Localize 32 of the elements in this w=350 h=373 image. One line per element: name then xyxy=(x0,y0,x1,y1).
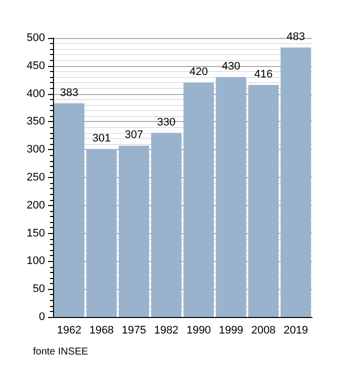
y-tick-label: 350 xyxy=(26,116,45,128)
y-tick-label: 500 xyxy=(26,32,45,44)
x-tick-label: 2008 xyxy=(251,324,276,336)
y-tick-label: 150 xyxy=(26,227,45,240)
bar xyxy=(280,47,312,317)
data-label: 330 xyxy=(157,116,176,128)
bar xyxy=(151,132,182,317)
x-tick-label: 1975 xyxy=(122,324,146,336)
bar xyxy=(183,82,214,317)
data-label: 416 xyxy=(254,68,273,80)
x-tick-label: 1990 xyxy=(186,324,211,336)
y-tick-label: 300 xyxy=(26,144,45,156)
y-tick-label: 400 xyxy=(26,88,45,100)
x-tick-label: 1962 xyxy=(56,324,82,336)
y-tick-label: 250 xyxy=(26,172,45,184)
x-tick-label: 1999 xyxy=(218,324,244,336)
x-tick-label: 1968 xyxy=(89,324,114,336)
data-label: 307 xyxy=(124,129,144,142)
y-tick-label: 0 xyxy=(38,311,45,323)
x-tick-label: 2019 xyxy=(284,324,308,336)
data-label: 383 xyxy=(60,86,78,99)
y-tick-label: 50 xyxy=(32,283,45,296)
data-label: 483 xyxy=(286,30,305,43)
y-tick-label: 450 xyxy=(26,60,45,72)
source-note: fonte INSEE xyxy=(33,346,88,358)
data-label: 430 xyxy=(222,60,240,73)
data-label: 420 xyxy=(190,66,208,78)
data-label: 301 xyxy=(92,132,111,145)
x-tick-label: 1982 xyxy=(154,324,179,336)
bar xyxy=(54,103,84,317)
y-tick-label: 100 xyxy=(26,255,45,268)
y-tick-label: 200 xyxy=(26,199,45,212)
